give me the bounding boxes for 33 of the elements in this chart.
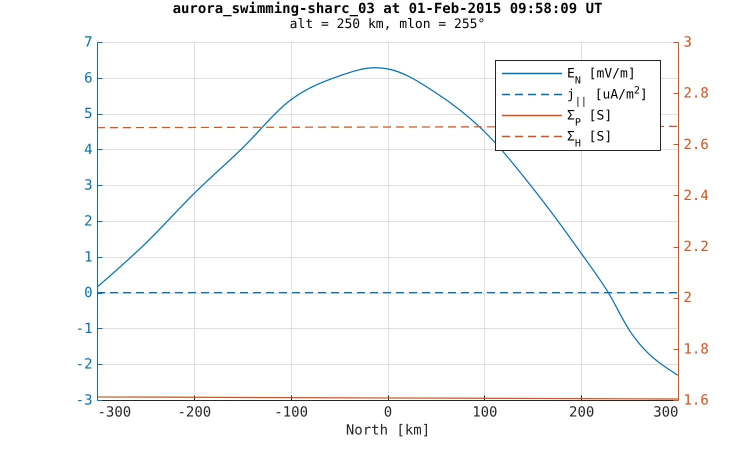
y2-tick-label: 2.8 [684, 86, 709, 102]
y2-tick-label: 1.8 [684, 341, 709, 358]
y-tick-label: 6 [84, 70, 92, 86]
y-tick-label: -2 [76, 356, 92, 373]
x-tick-label: 0 [384, 404, 392, 420]
x-tick-label: -100 [274, 404, 308, 420]
y-tick-label: -1 [76, 320, 92, 337]
y-tick-label: 3 [84, 178, 92, 194]
y2-tick-label: 2.2 [684, 239, 709, 256]
chart-title: aurora_swimming-sharc_03 at 01-Feb-2015 09:58:09 UT [172, 1, 602, 17]
y2-tick-label: 1.6 [684, 392, 709, 408]
y-tick-label: 0 [84, 285, 92, 302]
y-tick-label: 2 [84, 214, 92, 230]
x-tick-label: -300 [98, 404, 132, 420]
y-tick-label: -3 [76, 392, 92, 408]
y-tick-label: 7 [84, 34, 92, 50]
chart-subtitle: alt = 250 km, mlon = 255° [290, 17, 486, 32]
legend-label: Σ$_{P}$ [S] [567, 108, 612, 128]
y-tick-label: 1 [84, 249, 92, 266]
x-tick-label: 300 [653, 404, 678, 420]
y2-tick-label: 3 [684, 34, 692, 50]
x-tick-label: -200 [177, 404, 212, 420]
y2-tick-label: 2 [684, 290, 692, 306]
x-tick-label: 200 [569, 404, 594, 420]
y-tick-label: 5 [84, 106, 92, 122]
legend-label: Σ$_{H}$ [S] [567, 130, 612, 149]
y2-tick-label: 2.6 [684, 136, 709, 153]
legend-label: j$_{||}$ [uA/m$^{2}$] [567, 85, 648, 107]
y-tick-label: 4 [84, 142, 92, 158]
legend-label: E$_{N}$ [mV/m] [567, 66, 636, 86]
y2-tick-label: 2.4 [684, 188, 709, 204]
x-tick-label: 100 [472, 404, 498, 420]
x-axis-title: North [km] [346, 422, 430, 438]
